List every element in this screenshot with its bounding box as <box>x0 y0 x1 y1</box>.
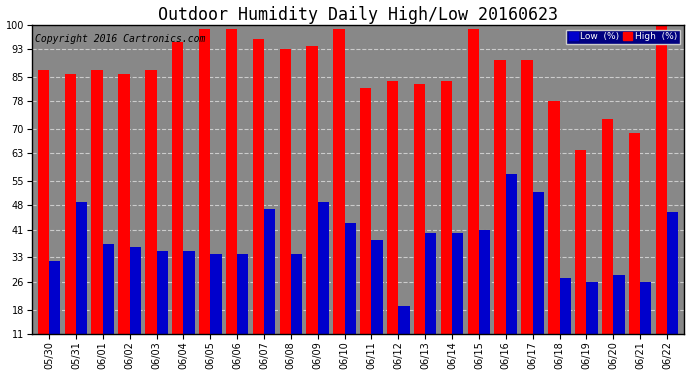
Bar <box>119 74 130 372</box>
Bar <box>333 28 344 372</box>
Bar <box>414 84 425 372</box>
Bar <box>344 223 356 372</box>
Bar <box>76 202 87 372</box>
Bar <box>656 25 667 372</box>
Bar <box>613 275 624 372</box>
Bar <box>306 46 317 372</box>
Bar <box>360 87 371 372</box>
Bar <box>495 60 506 372</box>
Bar <box>291 254 302 372</box>
Bar <box>210 254 221 372</box>
Bar <box>506 174 517 372</box>
Legend: Low  (%), High  (%): Low (%), High (%) <box>566 30 680 44</box>
Bar <box>237 254 248 372</box>
Bar <box>479 230 490 372</box>
Bar <box>103 244 114 372</box>
Bar <box>560 278 571 372</box>
Bar <box>371 240 383 372</box>
Bar <box>65 74 76 372</box>
Bar <box>226 28 237 372</box>
Bar <box>468 28 479 372</box>
Bar <box>522 60 533 372</box>
Bar <box>264 209 275 372</box>
Text: Copyright 2016 Cartronics.com: Copyright 2016 Cartronics.com <box>34 34 205 44</box>
Bar <box>425 233 437 372</box>
Bar <box>667 212 678 372</box>
Bar <box>49 261 60 372</box>
Bar <box>452 233 463 372</box>
Bar <box>640 282 651 372</box>
Bar <box>157 251 168 372</box>
Bar <box>172 42 184 372</box>
Bar <box>92 70 103 372</box>
Bar <box>575 150 586 372</box>
Bar <box>441 81 452 372</box>
Bar <box>549 101 560 372</box>
Bar <box>130 247 141 372</box>
Bar <box>199 28 210 372</box>
Bar <box>279 50 291 372</box>
Bar <box>398 306 410 372</box>
Bar <box>317 202 329 372</box>
Bar <box>253 39 264 372</box>
Title: Outdoor Humidity Daily High/Low 20160623: Outdoor Humidity Daily High/Low 20160623 <box>158 6 558 24</box>
Bar <box>184 251 195 372</box>
Bar <box>629 133 640 372</box>
Bar <box>586 282 598 372</box>
Bar <box>602 119 613 372</box>
Bar <box>145 70 157 372</box>
Bar <box>38 70 49 372</box>
Bar <box>533 192 544 372</box>
Bar <box>387 81 398 372</box>
